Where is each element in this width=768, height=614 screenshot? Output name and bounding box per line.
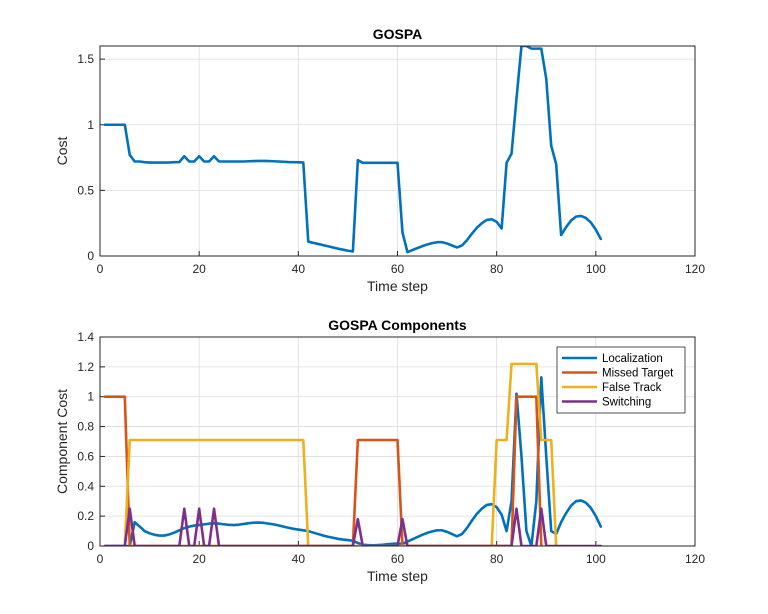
- x-tick-label: 40: [292, 552, 306, 566]
- y-axis-label: Component Cost: [54, 389, 70, 494]
- y-tick-label: 0.4: [77, 479, 94, 493]
- y-tick-label: 1.2: [77, 360, 94, 374]
- x-tick-label: 120: [685, 262, 705, 276]
- chart-2: 0 20 40 60 80 100 120 0 0.2 0.4 0.6 0.8 1 1.2 1.4 GOSPA…: [54, 317, 705, 584]
- legend-label-localization: Localization: [602, 353, 663, 365]
- x-tick-label: 40: [292, 262, 306, 276]
- y-tick-label: 0.6: [77, 449, 94, 463]
- series-group: [103, 362, 603, 546]
- legend-label-switching: Switching: [602, 397, 651, 409]
- y-tick-label: 1: [87, 118, 94, 132]
- series-line: [103, 46, 603, 254]
- x-tick-label: 100: [586, 552, 606, 566]
- series-group: [103, 46, 603, 254]
- x-tick-label: 120: [685, 552, 705, 566]
- x-tick-label: 20: [192, 552, 206, 566]
- y-tick-label: 0.2: [77, 509, 94, 523]
- chart-title: GOSPA: [373, 26, 423, 42]
- series-false-track-line: [123, 362, 558, 546]
- axes-box: [99, 45, 696, 257]
- legend-label-missed-target: Missed Target: [602, 368, 674, 380]
- y-tick-label: 1.5: [77, 52, 94, 66]
- x-tick-label: 0: [97, 262, 104, 276]
- x-tick-label: 0: [97, 552, 104, 566]
- y-axis-label: Cost: [54, 137, 70, 166]
- chart-1: 0 20 40 60 80 100 120 0 0.5 1 1.5 GOSPA Time step Cos…: [54, 26, 705, 294]
- y-tick-label: 0: [87, 249, 94, 263]
- y-tick-label: 1.4: [77, 330, 94, 344]
- y-tick-label: 0.5: [77, 183, 94, 197]
- x-axis-label: Time step: [367, 278, 428, 294]
- y-tick-label: 0: [87, 539, 94, 553]
- x-tick-label: 60: [391, 552, 405, 566]
- axes-box: [99, 336, 696, 547]
- legend: Localization Missed Target False Track Swit…: [556, 346, 686, 414]
- y-tick-label: 0.8: [77, 420, 94, 434]
- series-switching-line: [103, 507, 603, 546]
- chart-title: GOSPA Components: [328, 317, 467, 333]
- x-axis-label: Time step: [367, 568, 428, 584]
- x-tick-label: 80: [490, 552, 504, 566]
- y-tick-label: 1: [87, 390, 94, 404]
- x-tick-label: 80: [490, 262, 504, 276]
- x-tick-label: 20: [192, 262, 206, 276]
- x-tick-label: 100: [586, 262, 606, 276]
- x-tick-label: 60: [391, 262, 405, 276]
- legend-label-false-track: False Track: [602, 382, 662, 394]
